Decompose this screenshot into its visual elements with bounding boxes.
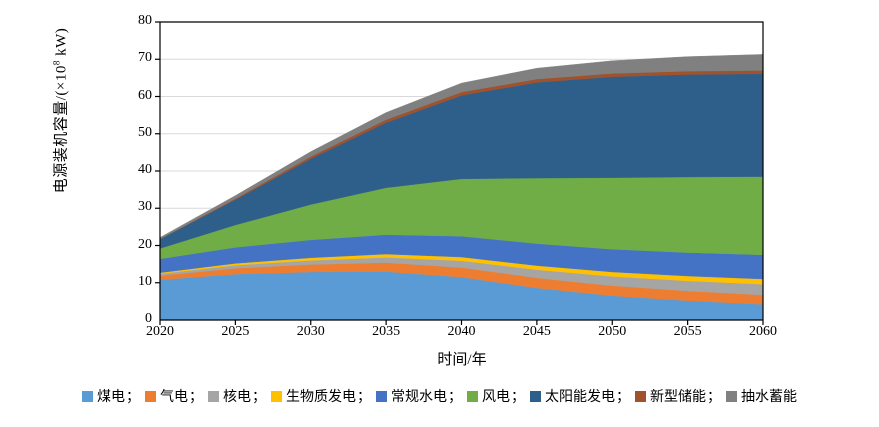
legend-item-3[interactable]: 生物质发电 — [271, 386, 356, 406]
legend-item-5[interactable]: 风电 — [467, 386, 510, 406]
legend-item-0[interactable]: 煤电 — [82, 386, 125, 406]
x-tick-label: 2035 — [372, 324, 401, 339]
chart-legend: 煤电；气电；核电；生物质发电；常规水电；风电；太阳能发电；新型储能；抽水蓄能 — [0, 386, 879, 406]
legend-swatch-icon — [376, 390, 387, 402]
legend-separator: ； — [448, 390, 462, 405]
y-tick-label: 70 — [138, 50, 152, 66]
legend-swatch-icon — [145, 390, 156, 402]
legend-item-1[interactable]: 气电 — [145, 386, 188, 406]
y-tick-label: 20 — [138, 236, 152, 252]
legend-item-4[interactable]: 常规水电 — [376, 386, 447, 406]
y-tick-label: 50 — [138, 124, 152, 140]
y-tick-label: 40 — [138, 162, 152, 177]
x-tick-label: 2020 — [146, 324, 174, 339]
x-tick-label: 2060 — [749, 324, 777, 339]
legend-separator: ； — [189, 390, 203, 405]
x-tick-label: 2030 — [296, 324, 325, 339]
x-axis-title: 时间/年 — [437, 352, 487, 368]
legend-swatch-icon — [271, 390, 282, 402]
legend-label: 新型储能 — [650, 390, 706, 405]
x-tick-label: 2045 — [522, 324, 551, 339]
legend-swatch-icon — [635, 390, 646, 402]
legend-separator: ； — [707, 390, 721, 405]
legend-separator: ； — [511, 390, 525, 405]
y-tick-label: 0 — [145, 311, 152, 326]
legend-swatch-icon — [208, 390, 219, 402]
legend-separator: ； — [252, 390, 266, 405]
legend-label: 生物质发电 — [286, 390, 356, 405]
x-tick-label: 2025 — [221, 324, 250, 339]
legend-item-6[interactable]: 太阳能发电 — [530, 386, 615, 406]
legend-label: 太阳能发电 — [545, 390, 615, 405]
y-tick-label: 10 — [138, 273, 152, 289]
x-tick-label: 2040 — [447, 324, 476, 339]
legend-separator: ； — [616, 390, 630, 405]
legend-swatch-icon — [530, 390, 541, 402]
legend-swatch-icon — [726, 390, 737, 402]
legend-item-7[interactable]: 新型储能 — [635, 386, 706, 406]
legend-swatch-icon — [82, 390, 93, 402]
legend-separator: ； — [357, 390, 371, 405]
legend-separator: ； — [126, 390, 140, 405]
legend-label: 气电 — [160, 390, 188, 405]
legend-swatch-icon — [467, 390, 478, 402]
y-tick-label: 30 — [138, 199, 152, 215]
legend-label: 常规水电 — [391, 390, 447, 405]
legend-item-2[interactable]: 核电 — [208, 386, 251, 406]
x-tick-label: 2050 — [598, 324, 627, 339]
x-tick-label: 2055 — [673, 324, 702, 339]
legend-label: 抽水蓄能 — [741, 390, 797, 405]
y-tick-label: 60 — [138, 87, 152, 103]
legend-label: 煤电 — [97, 390, 125, 405]
y-tick-label: 80 — [138, 13, 152, 28]
legend-item-8[interactable]: 抽水蓄能 — [726, 386, 797, 406]
legend-label: 风电 — [482, 390, 510, 405]
legend-label: 核电 — [223, 390, 251, 405]
